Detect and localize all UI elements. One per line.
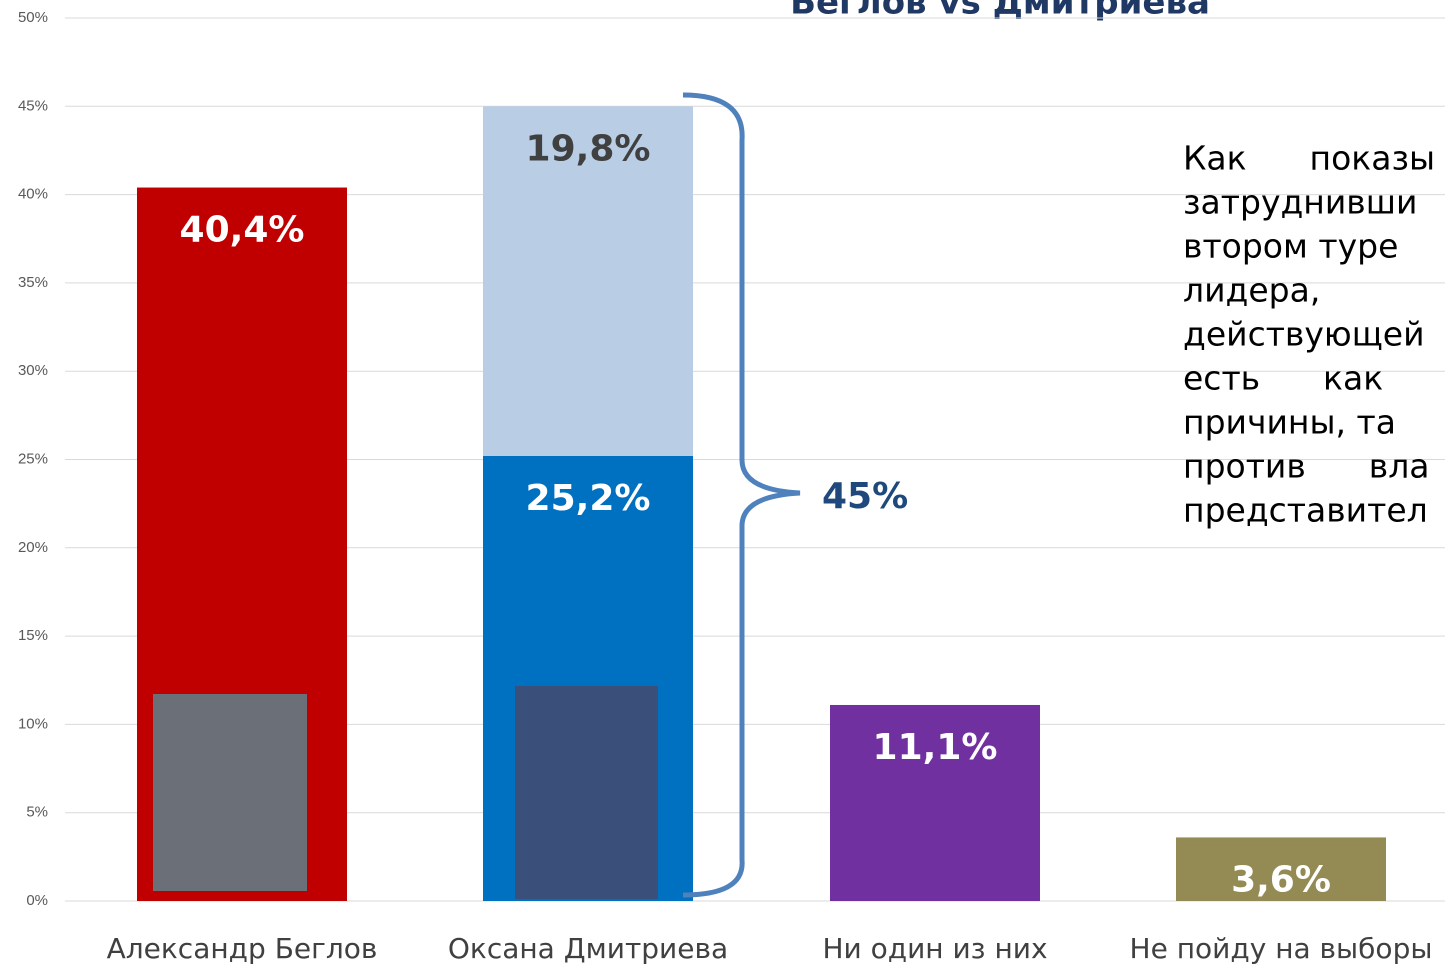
y-tick-label: 40% xyxy=(18,186,48,203)
note-line: причины, та xyxy=(1183,403,1396,442)
y-tick-label: 30% xyxy=(18,362,48,379)
note-line: против вла xyxy=(1183,447,1430,486)
note-line: Как показы xyxy=(1183,139,1435,178)
y-tick-label: 25% xyxy=(18,450,48,467)
value-label: 11,1% xyxy=(873,727,998,768)
bar xyxy=(830,704,1040,901)
photo xyxy=(153,694,307,891)
x-tick-label: Ни один из них xyxy=(822,932,1047,965)
value-label: 19,8% xyxy=(526,128,651,169)
note-line: втором туре xyxy=(1183,227,1398,266)
note-line: есть как xyxy=(1183,359,1383,398)
y-tick-label: 35% xyxy=(18,274,48,291)
note-line: действующей xyxy=(1183,315,1425,354)
photo xyxy=(515,686,658,899)
note-line: представител xyxy=(1183,491,1428,530)
x-tick-label: Александр Беглов xyxy=(107,932,378,965)
y-tick-label: 20% xyxy=(18,539,48,556)
brace xyxy=(682,92,801,898)
bar xyxy=(1176,837,1386,901)
y-tick-label: 0% xyxy=(26,892,48,909)
value-label: 3,6% xyxy=(1231,859,1331,900)
annotation: 45% xyxy=(822,476,908,517)
y-tick-label: 45% xyxy=(18,97,48,114)
chart-title: Беглов vs Дмитриева xyxy=(790,0,1210,23)
y-tick-label: 5% xyxy=(26,804,48,821)
note-line: затруднивши xyxy=(1183,183,1417,222)
y-tick-label: 50% xyxy=(18,9,48,26)
x-tick-label: Оксана Дмитриева xyxy=(448,932,728,965)
y-tick-label: 15% xyxy=(18,627,48,644)
note-line: лидера, xyxy=(1183,271,1320,310)
x-tick-label: Не пойду на выборы xyxy=(1130,932,1433,965)
value-label: 25,2% xyxy=(526,478,651,519)
bar xyxy=(483,106,693,456)
y-tick-label: 10% xyxy=(18,715,48,732)
value-label: 40,4% xyxy=(180,210,305,251)
